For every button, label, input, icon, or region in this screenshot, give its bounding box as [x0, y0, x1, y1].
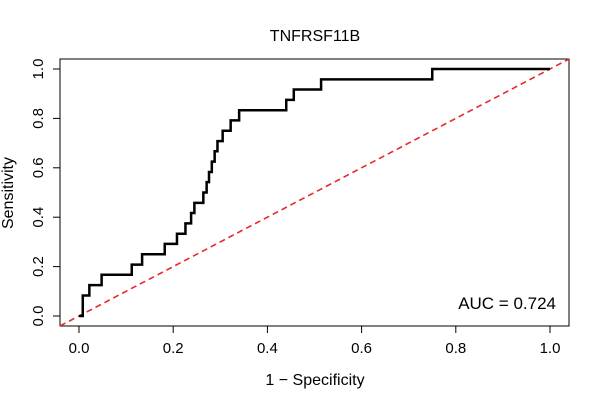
x-tick-label: 0.6 [351, 340, 372, 357]
y-tick-label: 1.0 [30, 59, 47, 80]
roc-curve [79, 67, 550, 318]
x-tick-label: 0.4 [257, 340, 278, 357]
x-tick-label: 0.8 [445, 340, 466, 357]
x-axis-label: 1 − Specificity [265, 372, 364, 389]
y-tick-label: 0.0 [30, 306, 47, 327]
x-tick-label: 0.2 [163, 340, 184, 357]
reference-line [59, 58, 570, 327]
x-tick-label: 0.0 [69, 340, 90, 357]
y-tick-label: 0.8 [30, 108, 47, 129]
y-tick-label: 0.2 [30, 256, 47, 277]
y-axis-label: Sensitivity [0, 157, 17, 229]
chart-title: TNFRSF11B [270, 28, 360, 45]
y-axis: 0.0 0.2 0.4 0.6 0.8 1.0 [30, 59, 61, 327]
y-tick-label: 0.6 [30, 157, 47, 178]
x-tick-label: 1.0 [540, 340, 561, 357]
auc-annotation: AUC = 0.724 [458, 294, 556, 313]
y-tick-label: 0.4 [30, 207, 47, 228]
x-axis: 0.0 0.2 0.4 0.6 0.8 1.0 [69, 325, 561, 357]
